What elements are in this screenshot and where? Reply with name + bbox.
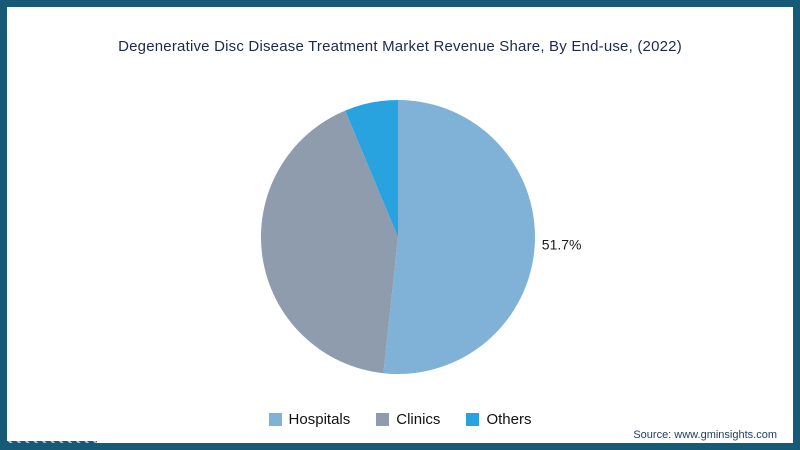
- pie-slice-clinics: [260, 110, 398, 374]
- legend-swatch-hospitals: [268, 413, 282, 426]
- chart-legend: Hospitals Clinics Others: [7, 411, 793, 428]
- legend-swatch-others: [466, 413, 480, 426]
- pie-slice-hospitals: [383, 100, 535, 374]
- pie-chart: 51.7%: [260, 100, 582, 374]
- decorative-stripes: [7, 441, 97, 443]
- chart-title: Degenerative Disc Disease Treatment Mark…: [118, 38, 682, 55]
- legend-swatch-clinics: [376, 413, 390, 426]
- legend-label-others: Others: [486, 411, 532, 428]
- pie-data-label: 51.7%: [542, 237, 582, 253]
- pie-slice-others: [345, 100, 398, 237]
- legend-label-clinics: Clinics: [396, 411, 441, 428]
- legend-item-clinics: Clinics: [376, 411, 440, 428]
- source-text: Source: www.gminsights.com: [633, 429, 777, 441]
- legend-label-hospitals: Hospitals: [288, 411, 351, 428]
- legend-item-others: Others: [466, 411, 531, 428]
- legend-item-hospitals: Hospitals: [268, 411, 351, 428]
